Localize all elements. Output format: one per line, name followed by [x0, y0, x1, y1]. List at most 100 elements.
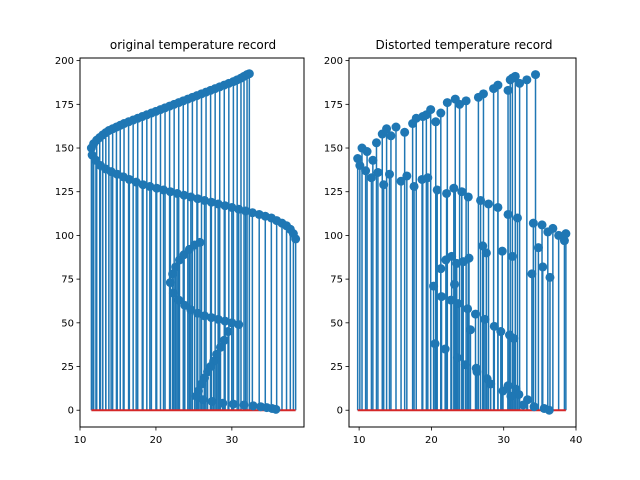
left-chart-point [206, 313, 216, 323]
left-chart-point [171, 262, 181, 272]
left-chart-y-tick-label: 150 [55, 144, 74, 155]
right-chart-y-tick-label: 100 [324, 231, 343, 242]
right-chart-y-tick-label: 75 [330, 275, 343, 286]
right-chart-point [531, 70, 541, 80]
left-chart-point [219, 335, 229, 345]
left-chart-y-tick-label: 175 [55, 100, 74, 111]
right-chart-point [446, 295, 456, 305]
right-chart-point [554, 230, 564, 240]
left-chart-point [248, 401, 258, 411]
right-chart-point [484, 199, 494, 209]
left-chart-point [191, 391, 201, 401]
right-chart-point [545, 272, 555, 282]
right-chart-point [548, 223, 558, 233]
left-chart-point [196, 379, 206, 389]
right-chart-point [493, 80, 503, 90]
right-chart-point [371, 138, 381, 148]
right-chart-point [436, 108, 446, 118]
right-chart-point [537, 220, 547, 230]
right-chart-point [362, 147, 372, 157]
left-chart-point [193, 194, 203, 204]
left-chart-point [239, 400, 249, 410]
left-chart-point [168, 288, 178, 298]
right-chart-point [402, 171, 412, 181]
left-chart-point [195, 237, 205, 247]
right-chart-point [506, 391, 516, 401]
right-chart-point [368, 155, 378, 165]
left-chart-point [198, 395, 208, 405]
left-chart-x-axis: 10 20 30 [74, 427, 238, 446]
left-chart-point [228, 399, 238, 409]
right-chart-point [507, 251, 517, 261]
right-chart-point [382, 124, 392, 134]
left-chart: original temperature record 10 20 30 0 25 50… [55, 38, 305, 446]
left-chart-y-tick-label: 25 [61, 362, 74, 373]
right-chart-point [463, 192, 473, 202]
right-chart-y-tick-label: 50 [330, 318, 343, 329]
left-chart-point [244, 69, 254, 79]
right-chart: Distorted temperature record 10 20 30 40 0 2… [324, 38, 582, 446]
right-chart-point [453, 299, 463, 309]
left-chart-point [138, 180, 148, 190]
right-chart-point [426, 105, 436, 115]
left-chart-point [212, 349, 222, 359]
left-chart-point [124, 174, 134, 184]
left-chart-point [223, 327, 233, 337]
right-chart-point [361, 166, 371, 176]
right-chart-point [464, 253, 474, 263]
right-chart-point [512, 213, 522, 223]
right-chart-y-tick-label: 175 [324, 100, 343, 111]
left-chart-point [131, 177, 141, 187]
left-chart-point [241, 206, 251, 216]
right-chart-point [518, 400, 528, 410]
right-chart-y-tick-label: 200 [324, 56, 343, 67]
right-chart-point [366, 173, 376, 183]
left-chart-point [220, 201, 230, 211]
right-chart-point [559, 236, 569, 246]
right-chart-point [528, 218, 538, 228]
right-chart-point [471, 309, 481, 319]
right-chart-point [509, 334, 519, 344]
right-chart-point [478, 89, 488, 99]
right-chart-point [510, 71, 520, 81]
right-chart-stems [356, 74, 567, 411]
right-chart-point [478, 241, 488, 251]
right-chart-point [373, 167, 383, 177]
left-chart-point [215, 342, 225, 352]
left-chart-point [291, 234, 301, 244]
right-chart-point [503, 85, 513, 95]
right-chart-y-tick-label: 150 [324, 144, 343, 155]
right-chart-point [430, 339, 440, 349]
left-chart-point [165, 278, 175, 288]
left-chart-x-tick-label: 20 [150, 435, 163, 446]
right-chart-point [355, 161, 365, 171]
right-chart-point [498, 386, 508, 396]
left-chart-point [186, 305, 196, 315]
right-chart-point [460, 360, 470, 370]
right-chart-point [527, 269, 537, 279]
right-chart-point [465, 325, 475, 335]
left-chart-y-tick-label: 200 [55, 56, 74, 67]
right-chart-x-axis: 10 20 30 40 [353, 427, 582, 446]
left-chart-point [145, 181, 155, 191]
left-chart-y-axis: 0 25 50 75 100 125 150 175 200 [55, 56, 80, 417]
right-chart-x-tick-label: 30 [497, 435, 510, 446]
right-chart-point [450, 279, 460, 289]
right-chart-point [379, 180, 389, 190]
left-chart-point [234, 204, 244, 214]
left-chart-point [206, 197, 216, 207]
right-chart-point [493, 202, 503, 212]
right-chart-point [457, 187, 467, 197]
left-chart-markers [86, 69, 301, 414]
left-chart-point [220, 316, 230, 326]
right-chart-point [497, 246, 507, 256]
right-chart-point [489, 321, 499, 331]
right-chart-point [409, 181, 419, 191]
right-chart-point [437, 292, 447, 302]
left-chart-point [218, 398, 228, 408]
right-chart-point [514, 389, 524, 399]
right-chart-y-tick-label: 25 [330, 362, 343, 373]
left-chart-point [165, 187, 175, 197]
left-chart-point [168, 269, 178, 279]
